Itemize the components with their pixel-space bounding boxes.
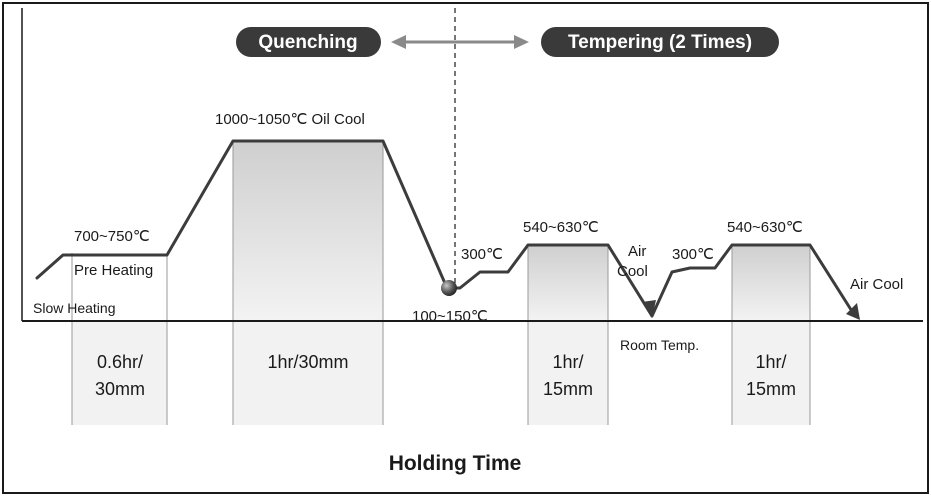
temper1-holding-line1: 1hr/ bbox=[552, 352, 583, 372]
slow-heating-label: Slow Heating bbox=[33, 300, 116, 316]
air-cool-1-label-line2: Cool bbox=[617, 263, 648, 280]
quench-end-temp-label: 100~150℃ bbox=[412, 308, 488, 325]
air-cool-1-arrowhead bbox=[642, 300, 656, 318]
tempering-label: Tempering (2 Times) bbox=[568, 32, 752, 53]
temper2-hold-region bbox=[732, 245, 810, 321]
quench-end-marker-icon bbox=[441, 280, 457, 296]
phase-arrow-icon bbox=[391, 35, 529, 49]
temper1-holding-column bbox=[528, 321, 608, 425]
temper1-temp-label: 540~630℃ bbox=[523, 219, 599, 236]
austenitize-holding-label: 1hr/30mm bbox=[267, 352, 348, 372]
temper1-holding-line2: 15mm bbox=[543, 379, 593, 399]
temper2-holding-column bbox=[732, 321, 810, 425]
room-temp-label: Room Temp. bbox=[620, 337, 699, 353]
holding-time-axis-title: Holding Time bbox=[389, 452, 522, 475]
air-cool-2-arrowhead bbox=[846, 303, 860, 320]
quenching-pill bbox=[236, 27, 381, 57]
quenching-label: Quenching bbox=[258, 32, 357, 53]
air-cool-1-label-line1: Air bbox=[628, 243, 646, 260]
preheat-holding-line1: 0.6hr/ bbox=[97, 352, 143, 372]
tempering-pill bbox=[541, 27, 779, 57]
temper1-hold-region bbox=[528, 245, 608, 321]
air-cool-2-label: Air Cool bbox=[850, 276, 903, 293]
temper2-temp-label: 540~630℃ bbox=[727, 219, 803, 236]
austenitize-hold-region bbox=[233, 141, 383, 321]
austenitize-holding-column bbox=[233, 321, 383, 425]
intermediate2-temp-label: 300℃ bbox=[672, 246, 714, 263]
preheat-temp-label: 700~750℃ bbox=[74, 228, 150, 245]
holding-guide-lines bbox=[71, 141, 811, 425]
austenitize-temp-label: 1000~1050℃ Oil Cool bbox=[215, 111, 365, 128]
preheat-holding-line2: 30mm bbox=[95, 379, 145, 399]
temper2-holding-line1: 1hr/ bbox=[755, 352, 786, 372]
temper2-holding-line2: 15mm bbox=[746, 379, 796, 399]
preheat-holding-column bbox=[72, 321, 167, 425]
intermediate1-temp-label: 300℃ bbox=[461, 246, 503, 263]
pre-heating-label: Pre Heating bbox=[74, 262, 153, 279]
temperature-profile-line bbox=[35, 139, 857, 318]
